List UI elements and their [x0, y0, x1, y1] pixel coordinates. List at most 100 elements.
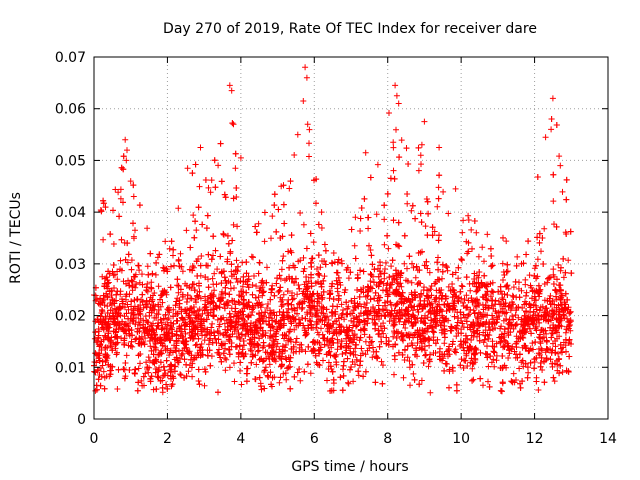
data-point: [439, 292, 446, 299]
data-point: [284, 365, 291, 372]
data-point: [249, 282, 256, 288]
data-point: [439, 357, 446, 364]
data-point: [243, 289, 250, 296]
data-point: [327, 388, 334, 394]
data-point: [417, 318, 424, 324]
data-point: [384, 287, 391, 294]
data-point: [228, 261, 235, 268]
data-point: [393, 126, 399, 133]
data-point: [189, 281, 196, 288]
data-point: [241, 297, 247, 304]
data-point: [98, 338, 105, 345]
data-point: [513, 351, 520, 358]
data-point: [265, 373, 272, 380]
data-point: [228, 268, 235, 275]
data-point: [438, 287, 445, 293]
data-point: [112, 345, 119, 352]
data-point: [159, 325, 166, 331]
data-point: [554, 276, 560, 283]
data-point: [269, 213, 276, 220]
data-point: [360, 326, 367, 333]
data-point: [412, 215, 419, 222]
data-point: [445, 283, 452, 290]
data-point: [142, 335, 149, 342]
data-point: [498, 323, 505, 330]
data-point: [271, 292, 278, 299]
data-point: [196, 306, 203, 313]
data-point: [551, 221, 557, 228]
data-point: [321, 335, 328, 341]
data-point: [463, 274, 470, 281]
data-point: [296, 301, 303, 308]
data-point: [271, 191, 278, 198]
data-point: [193, 258, 200, 265]
data-point: [416, 381, 423, 388]
data-point: [275, 206, 282, 213]
data-point: [201, 366, 208, 373]
data-point: [567, 322, 573, 328]
data-point: [305, 343, 312, 350]
data-point: [510, 284, 517, 291]
data-point: [458, 330, 465, 337]
data-point: [227, 285, 234, 292]
data-point: [308, 348, 315, 355]
data-point: [178, 352, 185, 359]
data-point: [436, 317, 443, 324]
data-point: [545, 318, 552, 325]
data-point: [128, 266, 135, 273]
data-point: [292, 275, 299, 282]
data-point: [150, 292, 156, 299]
data-point: [314, 298, 321, 305]
data-point: [351, 242, 358, 249]
data-point: [192, 314, 199, 321]
data-point: [128, 327, 135, 333]
data-point: [338, 338, 345, 345]
data-point: [441, 334, 448, 341]
data-point: [424, 325, 431, 332]
data-point: [499, 353, 506, 359]
data-point: [202, 303, 209, 310]
data-point: [329, 368, 336, 375]
data-point: [440, 188, 447, 195]
data-point: [126, 282, 133, 289]
data-point: [513, 262, 520, 269]
data-point: [412, 274, 419, 281]
data-point: [218, 178, 225, 185]
data-point: [139, 291, 146, 298]
data-point: [98, 347, 105, 353]
data-point: [298, 306, 305, 312]
data-point: [328, 259, 335, 266]
data-point: [533, 327, 540, 334]
data-point: [141, 329, 148, 336]
data-point: [222, 367, 229, 374]
data-point: [326, 290, 333, 296]
data-point: [406, 358, 413, 364]
data-point: [482, 304, 489, 311]
data-point: [506, 317, 513, 323]
data-point: [230, 221, 237, 228]
data-point: [297, 377, 304, 384]
data-point: [323, 351, 330, 358]
data-point: [179, 350, 186, 357]
data-point: [153, 310, 160, 317]
data-point: [264, 264, 270, 271]
data-point: [120, 366, 127, 373]
data-point: [349, 358, 356, 365]
data-point: [484, 281, 491, 288]
data-point: [193, 293, 200, 300]
data-point: [237, 367, 243, 374]
data-point: [211, 313, 217, 320]
data-point: [324, 377, 330, 384]
data-point: [372, 325, 379, 332]
data-point: [480, 321, 487, 327]
data-point: [313, 359, 320, 366]
data-point: [173, 298, 180, 305]
data-point: [455, 315, 462, 322]
data-point: [535, 312, 542, 319]
data-point: [194, 273, 201, 279]
data-point: [264, 372, 271, 379]
data-point: [368, 339, 374, 346]
data-point: [558, 264, 564, 271]
data-point: [378, 334, 384, 340]
data-point: [443, 361, 450, 367]
